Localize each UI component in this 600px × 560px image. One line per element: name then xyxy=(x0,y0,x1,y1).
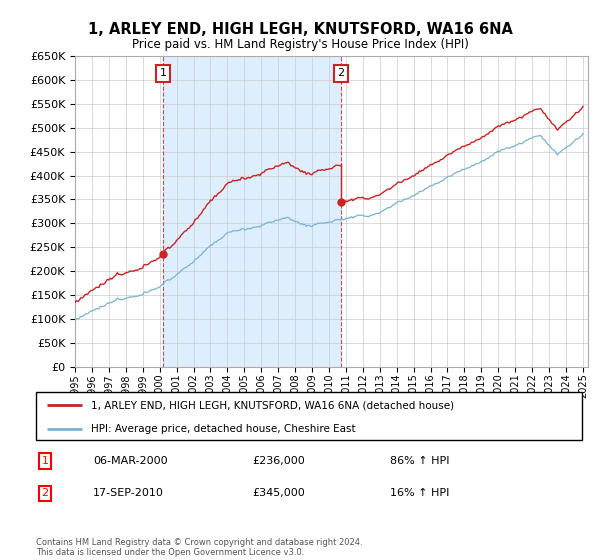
Text: 16% ↑ HPI: 16% ↑ HPI xyxy=(390,488,449,498)
Text: £236,000: £236,000 xyxy=(252,456,305,466)
Bar xyxy=(163,56,341,367)
Text: 1: 1 xyxy=(160,68,167,78)
Text: Contains HM Land Registry data © Crown copyright and database right 2024.
This d: Contains HM Land Registry data © Crown c… xyxy=(36,538,362,557)
Text: 2: 2 xyxy=(338,68,345,78)
Text: 2: 2 xyxy=(41,488,49,498)
Text: 06-MAR-2000: 06-MAR-2000 xyxy=(93,456,167,466)
Text: 86% ↑ HPI: 86% ↑ HPI xyxy=(390,456,449,466)
Text: 1, ARLEY END, HIGH LEGH, KNUTSFORD, WA16 6NA: 1, ARLEY END, HIGH LEGH, KNUTSFORD, WA16… xyxy=(88,22,512,38)
Text: £345,000: £345,000 xyxy=(252,488,305,498)
Text: 1, ARLEY END, HIGH LEGH, KNUTSFORD, WA16 6NA (detached house): 1, ARLEY END, HIGH LEGH, KNUTSFORD, WA16… xyxy=(91,400,454,410)
Text: HPI: Average price, detached house, Cheshire East: HPI: Average price, detached house, Ches… xyxy=(91,424,355,433)
Text: 17-SEP-2010: 17-SEP-2010 xyxy=(93,488,164,498)
Text: Price paid vs. HM Land Registry's House Price Index (HPI): Price paid vs. HM Land Registry's House … xyxy=(131,38,469,51)
Text: 1: 1 xyxy=(41,456,49,466)
FancyBboxPatch shape xyxy=(36,392,582,440)
